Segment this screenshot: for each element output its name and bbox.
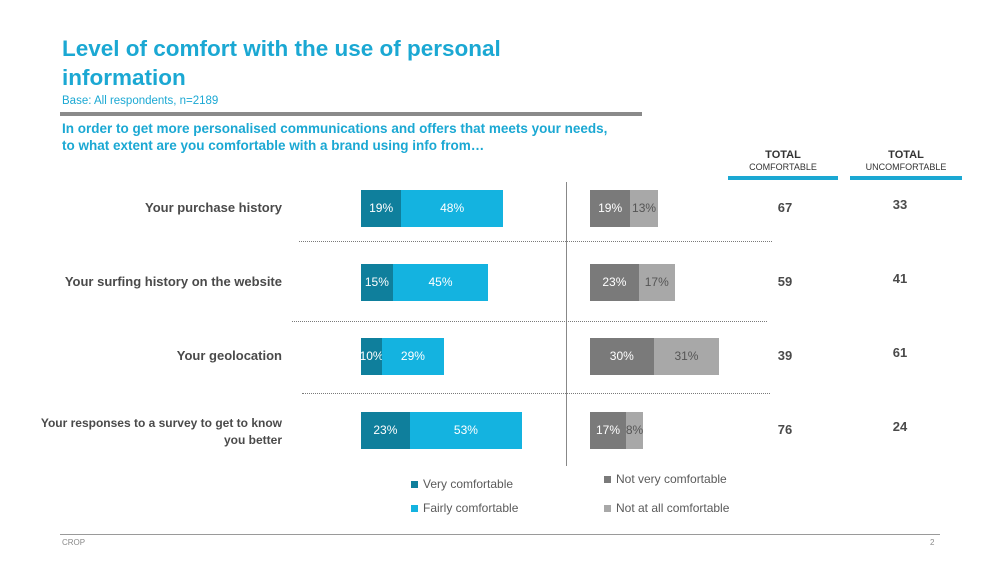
bar-fairly-comfortable: 29% [382, 337, 444, 375]
base-note: Base: All respondents, n=2189 [62, 95, 219, 107]
legend-swatch [411, 504, 418, 512]
survey-question: In order to get more personalised commun… [62, 121, 608, 153]
bar-very-comfortable: 23% [361, 411, 410, 449]
bar-not-at-all-comfortable: 13% [630, 189, 658, 227]
legend-swatch [604, 475, 611, 483]
bar-not-very-comfortable: 17% [590, 411, 627, 449]
total-comfortable-value: 59 [777, 274, 793, 289]
total-comfortable-value: 39 [777, 348, 793, 363]
bar-very-comfortable: 19% [361, 189, 402, 227]
bar-not-very-comfortable: 19% [590, 189, 631, 227]
total-uncomfortable-value: 33 [892, 197, 908, 212]
total-comfortable-header: TOTAL COMFORTABLE [728, 149, 838, 172]
legend-label: Fairly comfortable [423, 501, 519, 515]
total-uncomfortable-rule [850, 176, 962, 180]
legend-item: Very comfortable [411, 477, 513, 491]
legend-item: Fairly comfortable [411, 501, 518, 515]
bar-fairly-comfortable: 48% [401, 189, 504, 227]
total-uncomfortable-header-line1: TOTAL [888, 149, 924, 161]
legend-swatch [411, 480, 418, 488]
total-uncomfortable-header-line2: UNCOMFORTABLE [865, 162, 947, 172]
bar-not-at-all-comfortable: 8% [626, 411, 643, 449]
legend-item: Not at all comfortable [604, 501, 729, 515]
total-uncomfortable-value: 41 [892, 271, 908, 286]
legend-label: Not at all comfortable [616, 501, 730, 515]
slide-title: Level of comfort with the use of persona… [62, 36, 501, 90]
row-label: Your responses to a survey to get to kno… [40, 416, 282, 447]
row-label: Your surfing history on the website [64, 274, 282, 289]
row-separator [302, 393, 770, 394]
title-divider [60, 112, 642, 116]
bar-very-comfortable: 15% [361, 263, 393, 301]
total-comfortable-header-line2: COMFORTABLE [749, 162, 817, 172]
chart-center-divider [566, 182, 567, 466]
page-number: 2 [930, 538, 935, 547]
bar-very-comfortable: 10% [360, 337, 384, 375]
row-separator [292, 321, 767, 322]
total-uncomfortable-value: 61 [892, 345, 908, 360]
footer-divider [60, 534, 940, 535]
row-separator [299, 241, 772, 242]
total-uncomfortable-value: 24 [892, 419, 908, 434]
legend-item: Not very comfortable [604, 472, 727, 486]
legend-label: Not very comfortable [616, 472, 727, 486]
total-comfortable-header-line1: TOTAL [765, 149, 801, 161]
row-label: Your geolocation [176, 348, 282, 363]
bar-not-very-comfortable: 23% [590, 263, 639, 301]
legend-label: Very comfortable [423, 477, 514, 491]
bar-not-at-all-comfortable: 17% [638, 263, 675, 301]
bar-fairly-comfortable: 53% [409, 411, 523, 449]
total-uncomfortable-header: TOTAL UNCOMFORTABLE [850, 149, 962, 172]
total-comfortable-value: 67 [777, 200, 793, 215]
bar-not-very-comfortable: 30% [590, 337, 654, 375]
total-comfortable-rule [728, 176, 838, 180]
bar-fairly-comfortable: 45% [392, 263, 489, 301]
bar-not-at-all-comfortable: 31% [653, 337, 720, 375]
total-comfortable-value: 76 [777, 422, 793, 437]
legend-swatch [604, 504, 611, 512]
row-label: Your purchase history [144, 200, 282, 215]
footer-source: CROP [62, 538, 86, 547]
